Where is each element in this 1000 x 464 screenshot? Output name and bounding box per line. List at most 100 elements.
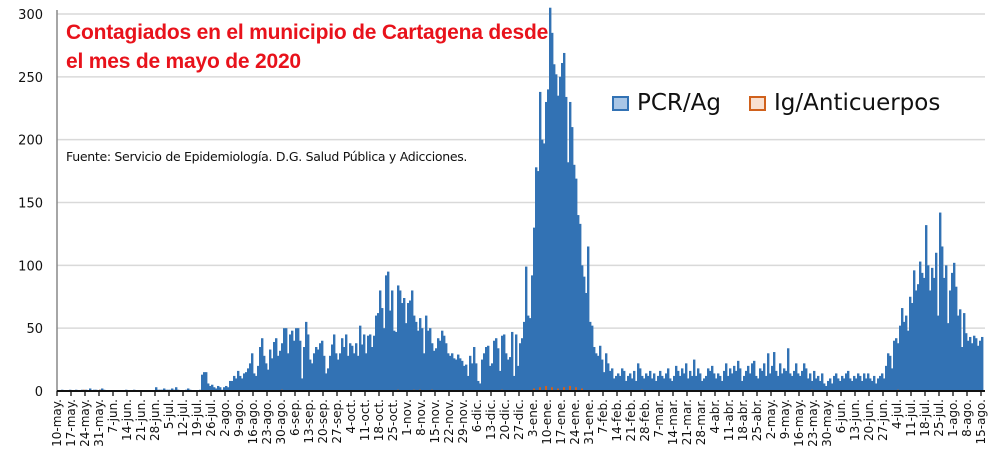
bar-pcr: [763, 363, 766, 391]
bar-pcr: [797, 373, 800, 391]
y-tick-label: 50: [26, 322, 43, 337]
bar-pcr: [427, 330, 430, 391]
bar-pcr: [909, 296, 912, 391]
bar-pcr: [679, 375, 682, 391]
bar-pcr: [519, 343, 522, 391]
bar-pcr: [651, 378, 654, 391]
bar-pcr: [665, 373, 668, 391]
bar-pcr: [263, 355, 266, 391]
bar-pcr: [477, 380, 480, 391]
bar-pcr: [155, 387, 158, 391]
bar-pcr: [299, 340, 302, 391]
bar-pcr: [811, 380, 814, 391]
bar-pcr: [639, 368, 642, 391]
bar-pcr: [899, 325, 902, 391]
bar-pcr: [695, 375, 698, 391]
bar-pcr: [597, 355, 600, 391]
bar-pcr: [541, 139, 544, 391]
bar-pcr: [329, 355, 332, 391]
bar-pcr: [823, 383, 826, 391]
bar-pcr: [663, 378, 666, 391]
bar-pcr: [457, 354, 460, 391]
bar-pcr: [441, 330, 444, 391]
bar-pcr: [101, 388, 104, 391]
bar-pcr: [501, 335, 504, 391]
bar-pcr: [979, 340, 982, 391]
bar-pcr: [621, 368, 624, 391]
legend-swatch-pcr: [612, 95, 629, 111]
bar-pcr: [269, 349, 272, 391]
bar-pcr: [509, 357, 512, 391]
bar-pcr: [857, 373, 860, 391]
bar-pcr: [383, 328, 386, 391]
bar-pcr: [607, 363, 610, 391]
x-tick-label: 9-may.: [778, 399, 792, 439]
x-tick-label: 27-sep.: [330, 399, 344, 444]
bar-pcr: [817, 375, 820, 391]
bar-pcr: [815, 378, 818, 391]
bar-pcr: [213, 387, 216, 391]
bar-pcr: [925, 225, 928, 391]
x-tick-label: 3-ene.: [526, 399, 540, 437]
x-tick-label: 22-nov.: [442, 399, 456, 444]
bar-pcr: [459, 358, 462, 391]
bar-pcr: [547, 89, 550, 392]
x-tick-label: 23-may.: [806, 399, 820, 447]
bar-pcr: [769, 373, 772, 391]
bar-pcr: [681, 368, 684, 391]
x-tick-label: 25-abr.: [750, 399, 764, 441]
bar-pcr: [777, 375, 780, 391]
bar-pcr: [279, 350, 282, 391]
bar-pcr: [611, 368, 614, 391]
bar-pcr: [709, 370, 712, 391]
bar-pcr: [283, 328, 286, 391]
bar-pcr: [951, 272, 954, 391]
bar-pcr: [565, 96, 568, 391]
bar-pcr: [209, 385, 212, 391]
bar-pcr: [733, 365, 736, 391]
bar-pcr: [841, 375, 844, 391]
bar-pcr: [647, 375, 650, 391]
bar-pcr: [467, 375, 470, 391]
bar-pcr: [705, 375, 708, 391]
bar-pcr: [775, 370, 778, 391]
bar-pcr: [401, 303, 404, 391]
x-tick-label: 30-may.: [820, 399, 834, 447]
bar-pcr: [521, 338, 524, 391]
bar-pcr: [517, 365, 520, 391]
bar-pcr: [595, 353, 598, 391]
bar-pcr: [355, 343, 358, 391]
y-tick-label: 150: [18, 197, 43, 212]
bar-ig: [563, 387, 565, 391]
bar-pcr: [635, 380, 638, 391]
bar-pcr: [325, 373, 328, 391]
bar-pcr: [685, 363, 688, 391]
bar-pcr: [771, 365, 774, 391]
bar-pcr: [715, 378, 718, 391]
bar-pcr: [683, 373, 686, 391]
bar-pcr: [659, 370, 662, 391]
bar-pcr: [923, 277, 926, 391]
bar-pcr: [499, 370, 502, 391]
bar-pcr: [593, 347, 596, 391]
bar-pcr: [863, 373, 866, 391]
bar-pcr: [957, 315, 960, 391]
bar-pcr: [819, 380, 822, 391]
bar-pcr: [599, 345, 602, 391]
legend-label-ig: Ig/Anticuerpos: [774, 90, 941, 116]
bar-pcr: [615, 375, 618, 391]
bar-pcr: [893, 340, 896, 391]
bar-pcr: [605, 353, 608, 391]
bar-pcr: [447, 353, 450, 391]
bar-pcr: [231, 380, 234, 391]
source-note: Fuente: Servicio de Epidemiología. D.G. …: [66, 149, 468, 164]
x-tick-label: 29-nov.: [456, 399, 470, 444]
bar-pcr: [969, 336, 972, 391]
bar-pcr: [737, 360, 740, 391]
bar-pcr: [641, 375, 644, 391]
x-tick-label: 18-oct.: [372, 399, 386, 441]
bar-pcr: [503, 334, 506, 391]
gridlines: [57, 13, 985, 329]
bar-pcr: [585, 292, 588, 391]
bar-pcr: [871, 380, 874, 391]
